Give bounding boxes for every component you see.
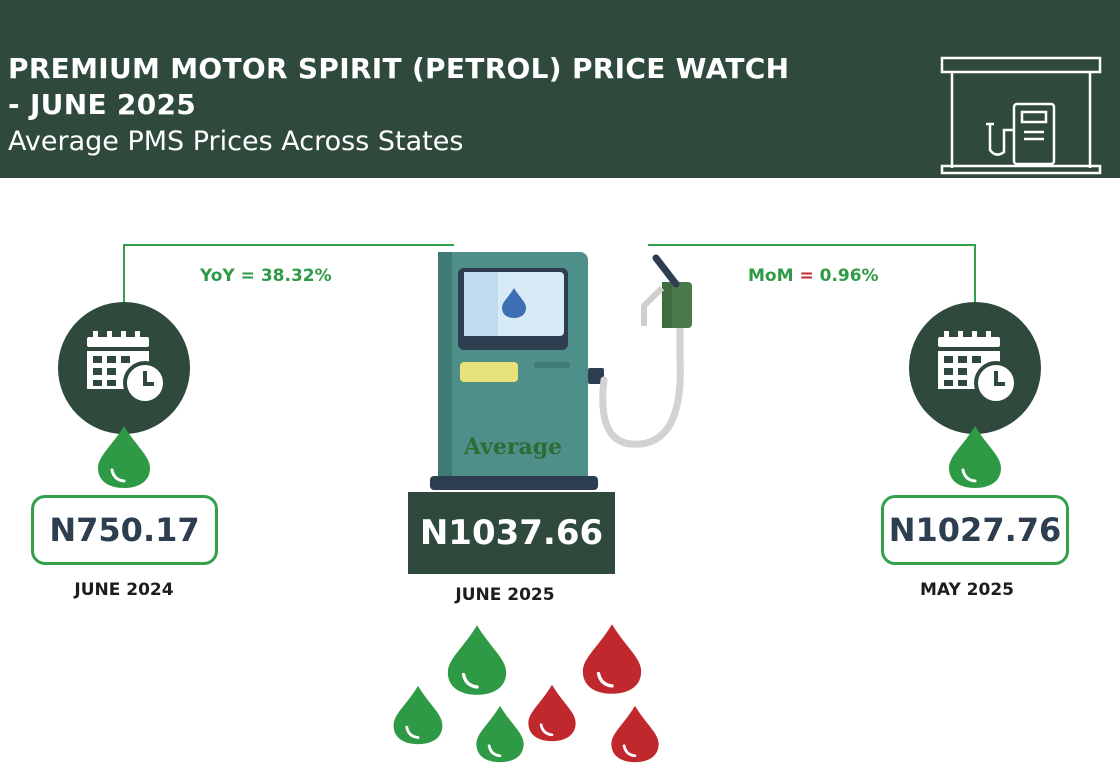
price-may-2025: N1027.76 xyxy=(888,511,1062,549)
fuel-pump-icon xyxy=(430,252,692,490)
red-drop-icon xyxy=(528,684,576,742)
yoy-value: 38.32% xyxy=(260,266,332,286)
page-title-line-1: PREMIUM MOTOR SPIRIT (PETROL) PRICE WATC… xyxy=(8,52,790,85)
yoy-equals: = xyxy=(240,266,255,286)
date-label-june-2024: JUNE 2024 xyxy=(74,580,174,600)
green-drop-icon xyxy=(393,685,443,745)
red-drop-icon xyxy=(582,624,642,694)
price-june-2024: N750.17 xyxy=(49,511,200,549)
calendar-clock-icon-right xyxy=(909,302,1041,434)
mom-key: MoM xyxy=(748,266,794,286)
calendar-clock-icon-left xyxy=(58,302,190,434)
header-banner: PREMIUM MOTOR SPIRIT (PETROL) PRICE WATC… xyxy=(0,0,1120,178)
page-subtitle: Average PMS Prices Across States xyxy=(8,126,464,157)
mom-value: 0.96% xyxy=(819,266,879,286)
connector-lines xyxy=(123,244,976,302)
price-june-2025: N1037.66 xyxy=(419,513,604,553)
page-title-line-2: - JUNE 2025 xyxy=(8,88,197,121)
green-drop-icon xyxy=(476,705,524,763)
yoy-key: YoY xyxy=(200,266,235,286)
fuel-station-icon xyxy=(940,56,1102,175)
green-drop-icon-right xyxy=(949,426,1001,488)
yoy-stat: YoY = 38.32% xyxy=(200,266,332,286)
mom-equals: = xyxy=(799,266,814,286)
price-box-june-2024: N750.17 xyxy=(31,495,218,565)
green-drop-icon-left xyxy=(98,426,150,488)
green-drop-icon xyxy=(447,625,507,695)
date-label-may-2025: MAY 2025 xyxy=(920,580,1014,600)
pump-average-label: Average xyxy=(463,434,563,460)
price-box-june-2025: N1037.66 xyxy=(408,492,615,574)
red-drop-icon xyxy=(611,705,659,763)
date-label-june-2025: JUNE 2025 xyxy=(455,585,555,605)
price-box-may-2025: N1027.76 xyxy=(881,495,1069,565)
mom-stat: MoM = 0.96% xyxy=(748,266,879,286)
